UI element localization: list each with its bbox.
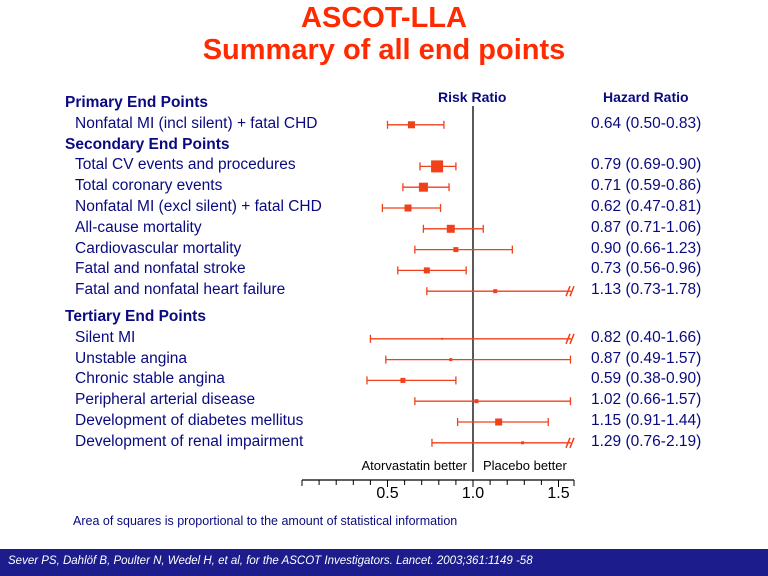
hazard-ratio-value: 1.13 (0.73-1.78) — [591, 281, 702, 299]
hazard-ratio-value: 0.82 (0.40-1.66) — [591, 328, 702, 346]
endpoint-label: Development of diabetes mellitus — [75, 412, 304, 429]
hazard-ratio-value: 1.02 (0.66-1.57) — [591, 391, 702, 409]
point-estimate — [493, 289, 498, 294]
hazard-ratio-value: 0.59 (0.38-0.90) — [591, 370, 702, 388]
hazard-ratio-value: 1.29 (0.76-2.19) — [591, 432, 702, 450]
ci-truncation-mark — [569, 333, 575, 345]
forest-plot: 0.5 1.0 1.5 Atorvastatin better Placebo bett… — [301, 106, 575, 502]
point-estimate — [495, 418, 503, 426]
ci-truncation-mark — [565, 333, 571, 345]
hazard-ratio-value: 0.87 (0.71-1.06) — [591, 218, 702, 236]
point-estimate — [441, 337, 444, 340]
ci-truncation-mark — [565, 285, 571, 297]
endpoint-label: Total CV events and procedures — [75, 156, 296, 174]
right-direction-label: Placebo better — [483, 458, 568, 473]
hazard-ratio-value: 0.62 (0.47-0.81) — [591, 198, 702, 215]
ci-truncation-mark — [565, 437, 571, 449]
point-estimate — [423, 267, 430, 274]
endpoint-label: Total coronary events — [75, 177, 223, 195]
hazard-ratio-value: 0.87 (0.49-1.57) — [591, 349, 702, 367]
title-line-2: Summary of all end points — [202, 34, 566, 66]
footnote: Area of squares is proportional to the a… — [73, 514, 458, 528]
x-tick-label: 1.5 — [547, 485, 569, 502]
risk-ratio-header: Risk Ratio — [438, 89, 507, 105]
point-estimate — [400, 377, 406, 383]
point-estimate — [474, 399, 479, 404]
endpoint-label: Nonfatal MI (excl silent) + fatal CHD — [75, 198, 322, 215]
point-estimate — [449, 358, 453, 362]
point-estimate — [453, 247, 459, 253]
point-estimate — [521, 441, 525, 445]
endpoint-label: Silent MI — [75, 328, 136, 346]
title-line-1: ASCOT-LLA — [301, 2, 467, 34]
hazard-ratio-value: 0.79 (0.69-0.90) — [591, 156, 702, 174]
endpoint-label: All-cause mortality — [75, 218, 202, 236]
hazard-ratio-value: 0.64 (0.50-0.83) — [591, 114, 702, 132]
x-tick-label: 1.0 — [462, 485, 484, 502]
endpoint-label: Development of renal impairment — [75, 432, 304, 450]
citation: Sever PS, Dahlöf B, Poulter N, Wedel H, … — [8, 555, 533, 567]
left-direction-label: Atorvastatin better — [362, 458, 468, 473]
hazard-ratio-value: 0.71 (0.59-0.86) — [591, 177, 702, 195]
ci-truncation-mark — [569, 285, 575, 297]
endpoint-label: Chronic stable angina — [75, 370, 225, 388]
hazard-ratio-header: Hazard Ratio — [603, 89, 689, 105]
section-heading: Tertiary End Points — [65, 308, 206, 325]
x-tick-label: 0.5 — [376, 485, 398, 502]
hazard-ratio-value: 1.15 (0.91-1.44) — [591, 412, 702, 429]
point-estimate — [446, 224, 455, 233]
hazard-ratio-value: 0.73 (0.56-0.96) — [591, 260, 702, 278]
point-estimate — [404, 204, 412, 212]
hazard-ratio-value: 0.90 (0.66-1.23) — [591, 239, 702, 257]
point-estimate — [418, 182, 428, 192]
point-estimate — [431, 160, 444, 173]
point-estimate — [407, 121, 415, 129]
endpoint-label: Peripheral arterial disease — [75, 391, 256, 409]
section-heading: Secondary End Points — [65, 135, 230, 153]
endpoint-label: Fatal and nonfatal heart failure — [75, 281, 286, 299]
ci-truncation-mark — [569, 437, 575, 449]
section-heading: Primary End Points — [65, 94, 208, 111]
endpoint-label: Nonfatal MI (incl silent) + fatal CHD — [75, 114, 318, 132]
endpoint-label: Unstable angina — [75, 349, 188, 367]
endpoint-label: Cardiovascular mortality — [75, 239, 242, 257]
endpoint-label: Fatal and nonfatal stroke — [75, 260, 246, 278]
citation-bar: Sever PS, Dahlöf B, Poulter N, Wedel H, … — [0, 549, 768, 576]
